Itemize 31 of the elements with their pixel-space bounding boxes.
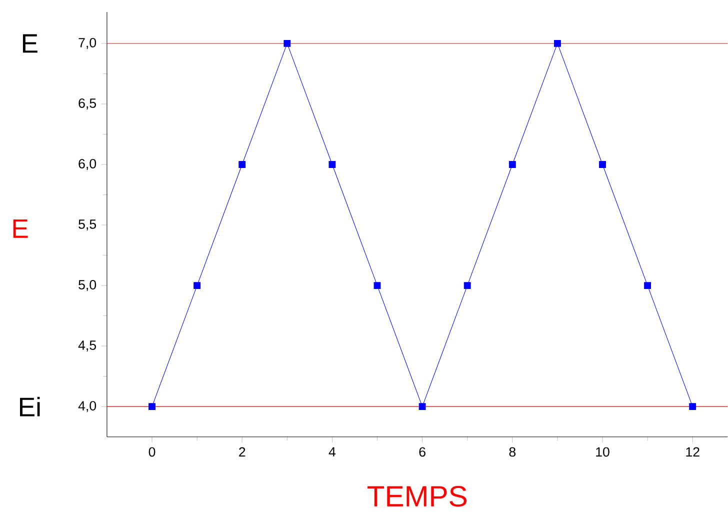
x-tick-label: 6	[419, 447, 426, 457]
point	[599, 161, 606, 168]
point	[644, 282, 652, 290]
x-tick-label: 12	[686, 447, 700, 457]
point	[374, 282, 381, 290]
point	[554, 40, 561, 48]
point	[284, 40, 291, 48]
y-tick-label: 7,0	[78, 38, 96, 50]
point	[689, 403, 696, 410]
x-tick-label: 8	[509, 447, 516, 457]
point	[508, 161, 516, 168]
y-axis-title: E	[13, 220, 28, 238]
point	[194, 282, 201, 290]
y-tick-label: 6,5	[78, 98, 96, 110]
point	[148, 403, 156, 410]
point	[418, 403, 426, 410]
y-tick-label: 4,5	[78, 340, 96, 352]
point	[238, 161, 246, 168]
y-tick-label: 6,0	[78, 159, 96, 170]
point	[464, 282, 471, 290]
x-tick-label: 10	[596, 447, 610, 457]
x-tick-label: 2	[239, 447, 246, 457]
y-tick-label: 5,5	[78, 220, 96, 231]
ref-line-label: E	[22, 34, 38, 53]
x-tick-label: 0	[148, 447, 156, 457]
ref-line-label: Ei	[20, 397, 40, 416]
y-tick-label: 5,0	[78, 280, 96, 292]
y-tick-label: 4,0	[78, 401, 96, 412]
x-axis-title: TEMPS	[368, 486, 467, 507]
x-tick-label: 4	[328, 447, 336, 456]
point	[328, 161, 336, 168]
